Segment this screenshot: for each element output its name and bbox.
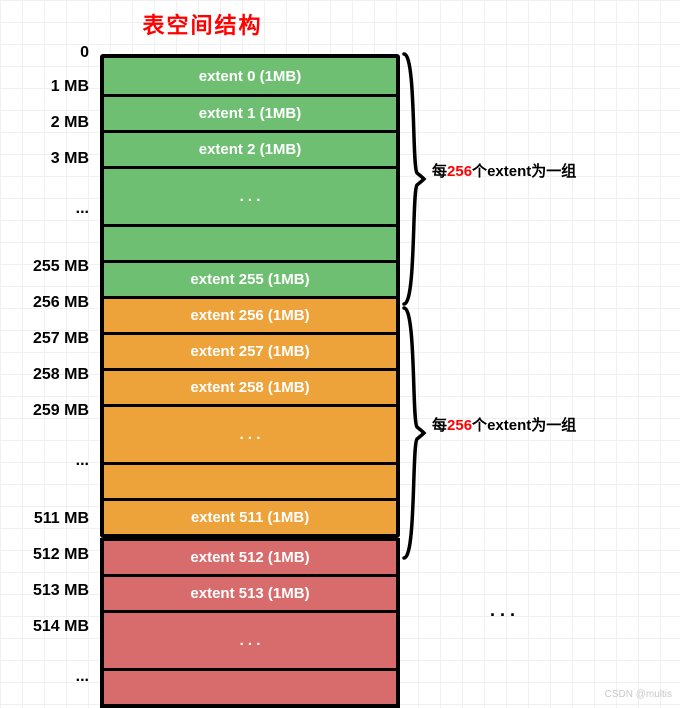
extent-row — [104, 668, 396, 704]
group-label-2: 每256个extent为一组 — [432, 414, 576, 435]
extent-row: extent 257 (1MB) — [104, 332, 396, 368]
extent-row: extent 511 (1MB) — [104, 498, 396, 534]
y-label: ... — [76, 452, 89, 470]
extent-row: . . . — [104, 610, 396, 668]
extent-row: extent 512 (1MB) — [104, 538, 396, 574]
y-label: 255 MB — [33, 258, 89, 276]
outlined-sections: extent 0 (1MB)extent 1 (1MB)extent 2 (1M… — [100, 54, 400, 538]
extent-row: extent 513 (1MB) — [104, 574, 396, 610]
y-label: 256 MB — [33, 294, 89, 312]
y-label: 512 MB — [33, 546, 89, 564]
extent-row: extent 2 (1MB) — [104, 130, 396, 166]
extent-row — [104, 462, 396, 498]
y-label: 259 MB — [33, 402, 89, 420]
y-label: 513 MB — [33, 582, 89, 600]
extent-stack: extent 0 (1MB)extent 1 (1MB)extent 2 (1M… — [100, 54, 400, 708]
y-label: 511 MB — [34, 510, 89, 528]
y-label: 3 MB — [51, 150, 89, 168]
y-label: ... — [76, 200, 89, 218]
y-label: 2 MB — [51, 114, 89, 132]
y-label: 1 MB — [51, 78, 89, 96]
extent-row: extent 1 (1MB) — [104, 94, 396, 130]
extent-row: extent 256 (1MB) — [104, 296, 396, 332]
y-label: 0 — [80, 44, 89, 62]
watermark: CSDN @multis — [605, 689, 672, 700]
diagram-title: 表空间结构 — [0, 8, 405, 40]
extent-row: extent 0 (1MB) — [104, 58, 396, 94]
trailing-dots: . . . — [490, 600, 515, 621]
group-label-1: 每256个extent为一组 — [432, 160, 576, 181]
extent-row: . . . — [104, 166, 396, 224]
extent-row: extent 255 (1MB) — [104, 260, 396, 296]
extent-row: . . . — [104, 404, 396, 462]
y-label: 258 MB — [33, 366, 89, 384]
overflow-section: extent 512 (1MB)extent 513 (1MB). . . — [100, 538, 400, 708]
extent-row — [104, 224, 396, 260]
y-label: 514 MB — [33, 618, 89, 636]
y-label: ... — [76, 668, 89, 686]
y-label: 257 MB — [33, 330, 89, 348]
extent-row: extent 258 (1MB) — [104, 368, 396, 404]
